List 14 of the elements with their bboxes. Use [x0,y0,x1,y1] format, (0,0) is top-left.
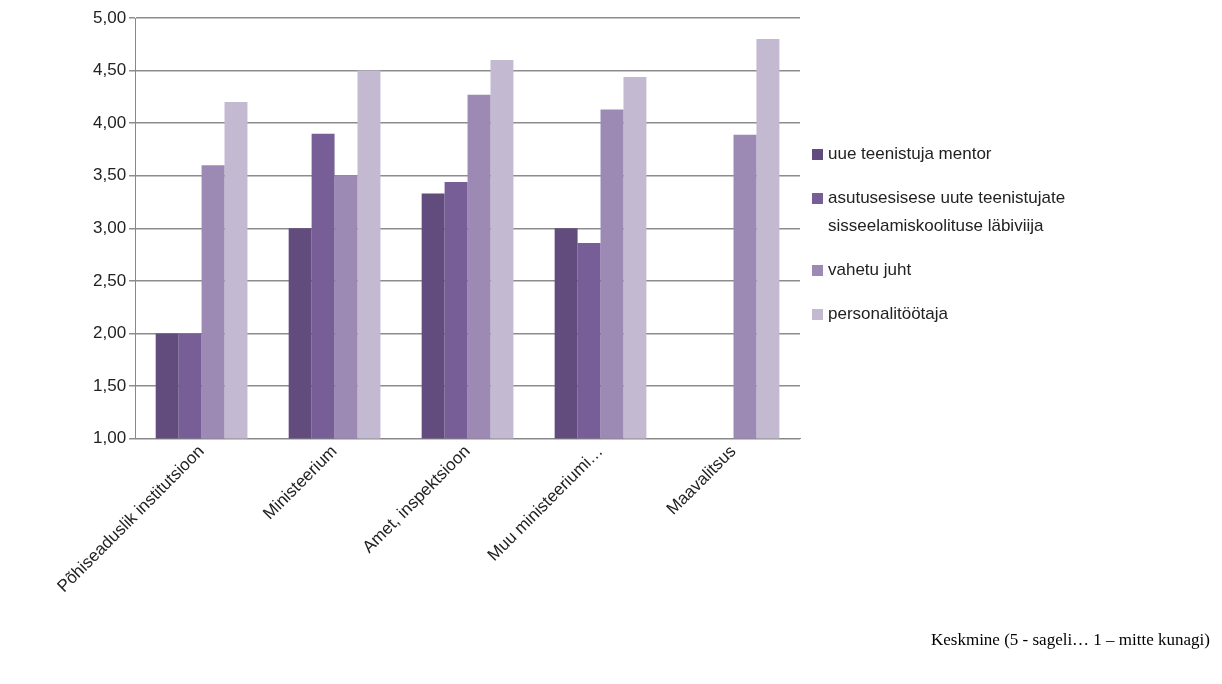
y-tick-label: 4,00 [92,112,127,132]
y-tick-label: 3,00 [92,217,127,237]
y-tick-label: 1,00 [92,428,127,448]
y-tick-label: 1,50 [92,375,127,395]
y-tick-label: 3,50 [92,165,127,185]
legend-label: personalitöötaja [828,303,949,325]
y-tick-label: 5,00 [92,7,127,27]
legend-label: uue teenistuja mentor [828,143,992,165]
legend-label: asutusesisese uute teenistujate sisseelamiskoolituse läbiviija [828,187,1067,237]
text: Keskmine (5 - sageli… 1 – mitte kunagi) [930,630,1210,650]
y-tick-label: 4,50 [92,60,127,80]
y-tick-label: 2,50 [92,270,127,290]
y-tick-label: 2,00 [92,323,127,343]
legend-label: vahetu juht [828,259,912,281]
